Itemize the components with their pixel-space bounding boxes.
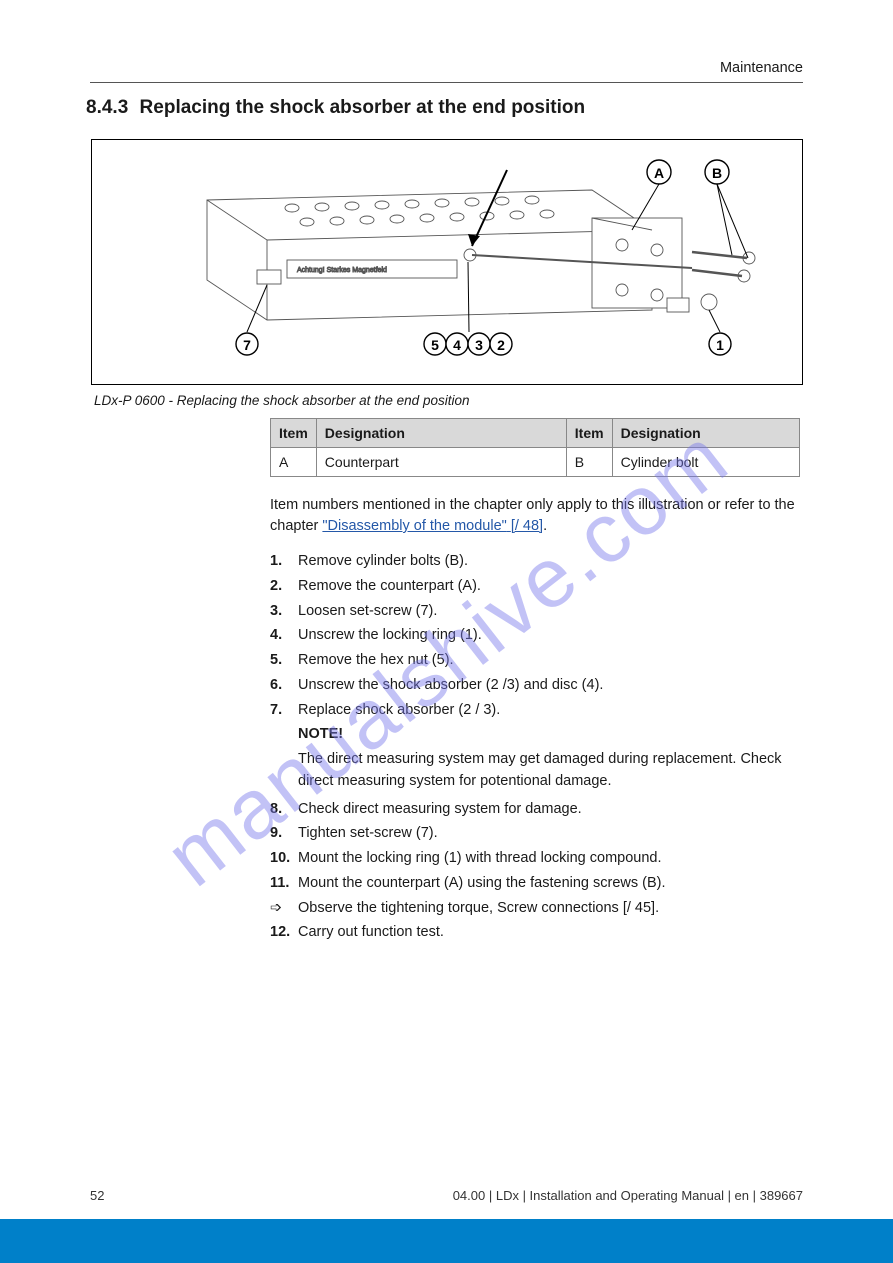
step-12: 12.Carry out function test. — [270, 922, 803, 944]
page-footer-text: 52 04.00 | LDx | Installation and Operat… — [90, 1188, 803, 1203]
procedure-steps: 1.Remove cylinder bolts (B). 2.Remove th… — [270, 551, 803, 944]
note-text: The direct measuring system may get dama… — [298, 749, 803, 793]
step-11-sub: ➩Observe the tightening torque, Screw co… — [270, 898, 803, 920]
header-rule — [90, 82, 803, 83]
step-3: 3.Loosen set-screw (7). — [270, 601, 803, 623]
step-6: 6.Unscrew the shock absorber (2 /3) and … — [270, 675, 803, 697]
page-number: 52 — [90, 1188, 104, 1203]
header-right: Maintenance — [90, 60, 803, 76]
warning-label-text: Achtung! Starkes Magnetfeld — [297, 267, 387, 274]
doc-ref: 04.00 | LDx | Installation and Operating… — [453, 1188, 803, 1203]
figure: Achtung! Starkes Magnetfeld — [91, 139, 803, 385]
parts-table: Item Designation Item Designation A Coun… — [270, 418, 800, 477]
cell-b-desc: Cylinder bolt — [612, 448, 799, 477]
th-desig-1: Designation — [316, 419, 566, 448]
step-4: 4.Unscrew the locking ring (1). — [270, 625, 803, 647]
figure-caption: LDx-P 0600 - Replacing the shock absorbe… — [94, 393, 803, 408]
th-item-1: Item — [271, 419, 317, 448]
cell-a: A — [271, 448, 317, 477]
step-9: 9.Tighten set-screw (7). — [270, 823, 803, 845]
callout-1: 1 — [716, 337, 724, 353]
callout-5: 5 — [431, 337, 439, 353]
step-11: 11.Mount the counterpart (A) using the f… — [270, 873, 803, 895]
callout-a: A — [653, 165, 663, 181]
step-10: 10.Mount the locking ring (1) with threa… — [270, 848, 803, 870]
page-content: Maintenance 8.4.3 Replacing the shock ab… — [0, 0, 893, 944]
step-7: 7.Replace shock absorber (2 / 3). — [270, 700, 803, 722]
table-row: A Counterpart B Cylinder bolt — [271, 448, 800, 477]
step-8: 8.Check direct measuring system for dama… — [270, 799, 803, 821]
step-1: 1.Remove cylinder bolts (B). — [270, 551, 803, 573]
step-2: 2.Remove the counterpart (A). — [270, 576, 803, 598]
section-title-text: Replacing the shock absorber at the end … — [140, 97, 586, 118]
callout-2: 2 — [497, 337, 505, 353]
cell-a-desc: Counterpart — [316, 448, 566, 477]
th-item-2: Item — [566, 419, 612, 448]
callout-b: B — [711, 165, 721, 181]
callout-3: 3 — [475, 337, 483, 353]
section-number: 8.4.3 — [86, 97, 128, 119]
technical-drawing: Achtung! Starkes Magnetfeld — [92, 140, 804, 386]
section-heading: 8.4.3 Replacing the shock absorber at th… — [86, 97, 803, 119]
th-desig-2: Designation — [612, 419, 799, 448]
cross-reference-link[interactable]: "Disassembly of the module" [/ 48] — [322, 518, 543, 534]
note-label: NOTE! — [270, 724, 803, 746]
callout-4: 4 — [453, 337, 461, 353]
footer-bar — [0, 1219, 893, 1263]
intro-paragraph: Item numbers mentioned in the chapter on… — [270, 495, 803, 537]
callout-7: 7 — [243, 337, 251, 353]
step-5: 5.Remove the hex nut (5). — [270, 650, 803, 672]
cell-b: B — [566, 448, 612, 477]
table-header-row: Item Designation Item Designation — [271, 419, 800, 448]
